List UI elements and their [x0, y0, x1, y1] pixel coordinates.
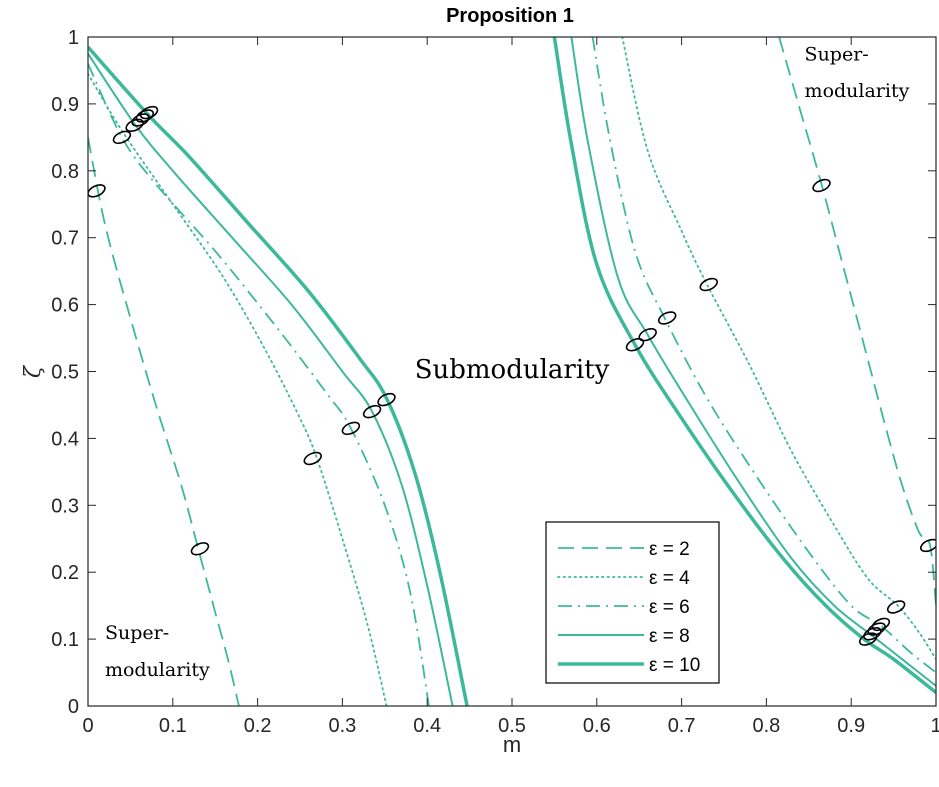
threshold-marker	[362, 404, 382, 419]
y-tick-label: 0	[68, 696, 79, 718]
x-tick-label: 0.5	[498, 715, 526, 737]
y-tick-label: 0.3	[51, 495, 79, 517]
y-tick-label: 0.1	[51, 629, 79, 651]
legend-label: ε = 8	[649, 626, 690, 647]
threshold-marker	[867, 622, 886, 636]
region-annotation: modularity	[105, 659, 210, 681]
y-tick-label: 0.8	[51, 161, 79, 183]
region-annotation: Super-	[805, 43, 869, 65]
x-tick-label: 0.4	[413, 715, 441, 737]
series-line-eps-6-right	[591, 37, 936, 674]
threshold-marker	[112, 130, 132, 145]
x-axis-label: m	[503, 732, 521, 757]
y-tick-label: 0.5	[51, 362, 79, 384]
series-line-eps-4-right	[621, 37, 936, 661]
y-tick-label: 0.4	[51, 428, 79, 450]
series-line-eps-2-right	[778, 37, 936, 606]
threshold-marker	[871, 617, 891, 632]
series-line-eps-10-right	[552, 37, 936, 694]
x-tick-label: 0.9	[837, 715, 865, 737]
x-tick-label: 0.3	[328, 715, 356, 737]
threshold-marker	[919, 538, 936, 553]
threshold-marker	[88, 184, 106, 198]
legend-label: ε = 10	[649, 655, 700, 676]
threshold-marker	[190, 542, 210, 556]
series-line-eps-4-left	[88, 72, 388, 706]
threshold-marker	[139, 105, 159, 120]
x-tick-label: 0.1	[159, 715, 187, 737]
y-tick-label: 0.9	[51, 94, 79, 116]
legend-label: ε = 2	[649, 539, 690, 560]
y-tick-label: 0.6	[51, 295, 79, 317]
threshold-marker	[303, 451, 322, 466]
threshold-marker	[699, 277, 718, 292]
y-tick-label: 0.7	[51, 228, 79, 250]
x-tick-label: 0.7	[668, 715, 696, 737]
x-tick-label: 0.8	[752, 715, 780, 737]
chart-title: Proposition 1	[446, 5, 574, 27]
threshold-marker	[341, 421, 361, 436]
series-line-eps-6-left	[88, 63, 430, 706]
y-tick-label: 1	[68, 27, 79, 49]
legend-label: ε = 4	[649, 568, 690, 589]
threshold-marker	[886, 600, 906, 614]
x-tick-label: 1	[930, 715, 939, 737]
legend-label: ε = 6	[649, 597, 690, 618]
x-tick-label: 0	[82, 715, 93, 737]
series-line-eps-2-left	[88, 137, 240, 706]
x-tick-label: 0.6	[583, 715, 611, 737]
threshold-marker	[638, 327, 657, 342]
x-tick-label: 0.2	[244, 715, 272, 737]
region-annotation: Submodularity	[415, 355, 610, 385]
threshold-marker	[812, 178, 831, 193]
series-line-eps-8-right	[570, 37, 936, 687]
region-annotation: Super-	[105, 622, 169, 644]
y-axis-label: ζ	[21, 364, 46, 378]
threshold-marker	[377, 392, 396, 407]
series-line-eps-10-left	[88, 45, 469, 706]
region-annotation: modularity	[805, 80, 910, 102]
threshold-marker	[657, 311, 677, 325]
y-tick-label: 0.2	[51, 562, 79, 584]
legend: ε = 2 ε = 4 ε = 6 ε = 8 ε = 10	[545, 521, 720, 684]
series-line-eps-8-left	[88, 53, 454, 706]
